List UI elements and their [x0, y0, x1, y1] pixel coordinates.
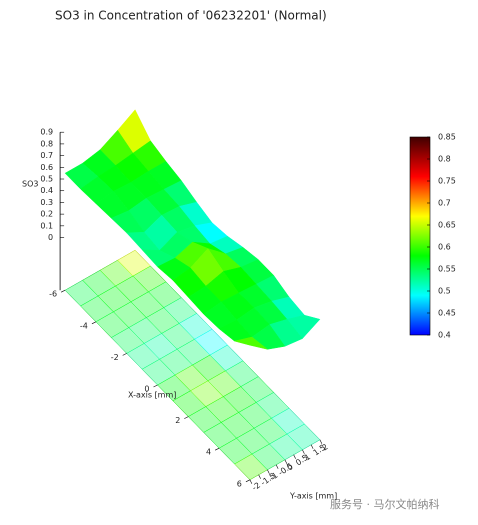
z-tick-label: 0.1: [40, 221, 53, 230]
y-tick: [319, 439, 323, 444]
y-axis-label: Y-axis [mm]: [289, 492, 337, 501]
z-tick-label: 0.5: [40, 175, 53, 184]
colorbar-tick-label: 0.85: [438, 133, 456, 142]
colorbar-tick-label: 0.7: [438, 199, 451, 208]
y-tick: [310, 444, 314, 449]
z-tick-label: 0.6: [40, 163, 53, 172]
surface-cell: [234, 336, 268, 350]
z-tick-label: 0.8: [40, 139, 53, 148]
y-tick: [293, 454, 296, 459]
y-tick-label: -1: [268, 471, 280, 483]
x-tick-label: 0: [144, 385, 149, 394]
chart-title: SO3 in Concentration of '06232201' (Norm…: [55, 9, 327, 23]
x-tick-label: 4: [206, 448, 211, 457]
colorbar-tick-label: 0.55: [438, 265, 456, 274]
x-tick: [60, 289, 66, 293]
x-tick-label: -2: [111, 353, 119, 362]
y-tick: [267, 469, 270, 474]
z-tick-label: 0.4: [40, 186, 53, 195]
x-tick: [214, 447, 220, 451]
colorbar-tick-label: 0.75: [438, 177, 456, 186]
x-axis-label: X-axis [mm]: [128, 391, 176, 400]
z-tick-label: 0.7: [40, 151, 53, 160]
z-tick-label: 0.9: [40, 128, 53, 137]
x-tick-label: 2: [175, 416, 180, 425]
z-tick-label: 0: [48, 233, 53, 242]
colorbar-tick-label: 0.8: [438, 155, 451, 164]
y-tick-label: 1: [303, 452, 312, 462]
z-axis-label: SO3: [22, 180, 38, 189]
x-tick-label: -4: [80, 321, 88, 330]
y-tick: [275, 464, 279, 469]
y-tick: [302, 449, 305, 454]
z-tick-label: 0.3: [40, 198, 53, 207]
x-tick: [184, 416, 189, 419]
z-tick-label: 0.2: [40, 210, 53, 219]
colorbar-tick-label: 0.5: [438, 287, 451, 296]
colorbar-tick-label: 0.6: [438, 243, 451, 252]
x-tick: [122, 353, 127, 356]
x-tick: [245, 479, 251, 483]
colorbar: [409, 136, 431, 336]
y-tick: [249, 479, 253, 484]
x-tick-label: -6: [49, 290, 57, 299]
y-tick-label: 0: [285, 462, 294, 472]
colorbar-tick-label: 0.4: [438, 331, 451, 340]
y-tick-label: 2: [320, 442, 329, 452]
y-tick: [284, 459, 288, 464]
colorbar-tick-label: 0.45: [438, 309, 456, 318]
y-tick: [258, 474, 261, 479]
x-tick: [153, 384, 158, 388]
watermark: 服务号 · 马尔文帕纳科: [330, 497, 440, 511]
y-tick-label: -2: [250, 481, 262, 493]
x-tick: [91, 321, 97, 325]
colorbar-tick-label: 0.65: [438, 221, 456, 230]
x-tick-label: 6: [237, 479, 242, 488]
